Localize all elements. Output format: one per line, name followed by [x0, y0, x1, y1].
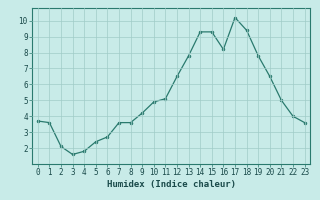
X-axis label: Humidex (Indice chaleur): Humidex (Indice chaleur) — [107, 180, 236, 189]
